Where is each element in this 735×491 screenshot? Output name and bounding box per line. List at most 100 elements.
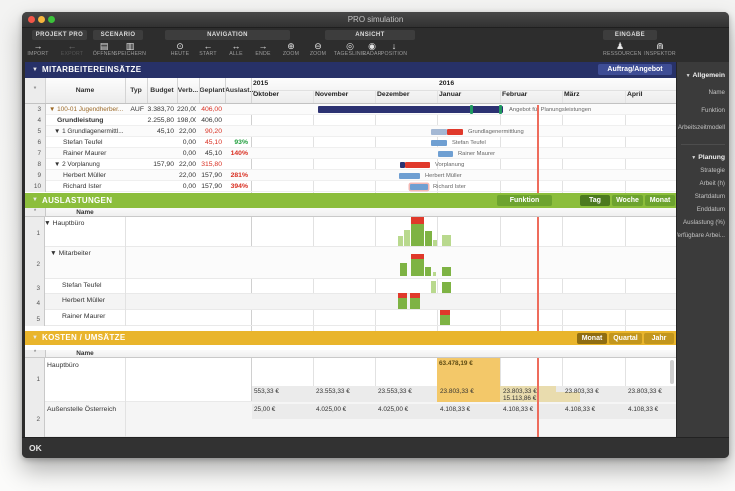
toolbar-button-alle[interactable]: ↔ ALLE	[219, 41, 253, 61]
period-button-monat[interactable]: Monat	[577, 332, 607, 344]
toolbar-button-inspektor[interactable]: ⋒ INSPEKTOR	[643, 41, 677, 61]
toolbar-button-start[interactable]: ← START	[191, 41, 225, 61]
resources-person-icon: ♟	[615, 41, 625, 51]
toolbar-button-ende[interactable]: → ENDE	[246, 41, 280, 61]
row-value: 22,00	[178, 161, 196, 168]
toolbar-button-export[interactable]: ← EXPORT	[55, 41, 89, 61]
section-header-mitarbeitereinsaetze[interactable]: ▼ MITARBEITEREINSÄTZE Auftrag/Angebot	[25, 62, 676, 78]
view-button-tag[interactable]: Tag	[580, 195, 610, 206]
toolbar-button-ressourcen[interactable]: ♟ RESSOURCEN	[603, 41, 642, 61]
table-row[interactable]: 8 ▼ 2 Vorplanung 157,90 22,00 315,80	[25, 159, 676, 170]
row-number: 7	[25, 148, 46, 159]
gantt-bar[interactable]	[410, 183, 428, 190]
toolbar-button-import[interactable]: → IMPORT	[21, 41, 55, 61]
table-row[interactable]: 2 ▼ Mitarbeiter	[25, 247, 676, 279]
sidebar-section-title: Allgemein	[692, 72, 725, 79]
toolbar-button-tageslinie[interactable]: ◎ TAGESLINIE	[333, 41, 367, 61]
toolbar-button-label: SPEICHERN	[113, 51, 147, 57]
jump-end-icon: →	[258, 41, 268, 51]
column-header-verb[interactable]: Verb...	[177, 87, 199, 94]
table-header: * Name	[25, 208, 676, 217]
cost-value: 23.803,33 €	[440, 388, 474, 395]
table-row[interactable]: 9 Herbert Müller 22,00 157,90 281%	[25, 170, 676, 181]
row-number: 2	[25, 402, 45, 437]
toolbar-button-position[interactable]: ↓ POSITION	[377, 41, 411, 61]
column-separator	[251, 78, 252, 103]
gantt-bar-label: Richard Ister	[433, 184, 466, 190]
column-header-geplant[interactable]: Geplant	[199, 87, 225, 94]
row-name: ▼ Hauptbüro	[44, 220, 85, 227]
table-row[interactable]: 7 Rainer Maurer 0,00 45,10 140%	[25, 148, 676, 159]
toolbar-button-label: RESSOURCEN	[603, 51, 642, 57]
row-name: ▼ 1 Grundlagenermittl...	[54, 128, 124, 135]
sidebar-section-allgemein[interactable]: ▼ Allgemein	[686, 72, 725, 79]
row-number: 5	[25, 126, 46, 137]
gantt-bar-label: Herbert Müller	[425, 173, 462, 179]
column-header-budget[interactable]: Budget	[150, 87, 174, 94]
row-value	[225, 115, 248, 126]
position-icon: ↓	[391, 41, 397, 51]
collapse-triangle-icon: ▼	[32, 67, 38, 73]
section-header-kosten-umsaetze[interactable]: ▼ KOSTEN / UMSÄTZE Monat Quartal Jahr	[25, 331, 676, 345]
ok-button[interactable]: OK	[29, 443, 42, 453]
fit-all-icon: ↔	[231, 41, 241, 51]
gantt-bar[interactable]	[431, 128, 447, 135]
row-name: Rainer Maurer	[62, 313, 106, 320]
column-header-name[interactable]: Name	[75, 87, 95, 94]
column-separator	[125, 294, 126, 310]
table-row[interactable]: 4 Grundleistung 2.255,80 198,00 406,00	[25, 115, 676, 126]
view-button-monat[interactable]: Monat	[645, 195, 675, 206]
row-value: 0,00	[182, 139, 196, 146]
toolbar-button-öffnen[interactable]: ▤ ÖFFNEN	[87, 41, 121, 61]
view-button-woche[interactable]: Woche	[612, 195, 643, 206]
today-line	[537, 358, 539, 437]
section-header-auslastungen[interactable]: ▼ AUSLASTUNGEN Funktion Tag Woche Monat	[25, 193, 676, 208]
table-row[interactable]: 5 Rainer Maurer	[25, 310, 676, 326]
period-button-jahr[interactable]: Jahr	[644, 332, 674, 344]
view-button-funktion[interactable]: Funktion	[497, 195, 552, 206]
table-row[interactable]: 4 Herbert Müller	[25, 294, 676, 310]
table-row[interactable]: 10 Richard Ister 0,00 157,90 394%	[25, 181, 676, 192]
toolbar-button-radar[interactable]: ◉ RADAR	[355, 41, 389, 61]
sidebar-section-planung[interactable]: ▼ Planung	[691, 154, 725, 161]
table-row[interactable]: 3 Stefan Teufel	[25, 279, 676, 294]
toolbar-button-zoom[interactable]: ⊖ ZOOM	[301, 41, 335, 61]
toolbar-button-heute[interactable]: ⊙ HEUTE	[163, 41, 197, 61]
row-number: 10	[25, 181, 46, 192]
day-line-icon: ◎	[346, 41, 354, 51]
highlight-strip-tail	[556, 392, 580, 402]
period-button-quartal[interactable]: Quartal	[609, 332, 642, 344]
table-row[interactable]: 1 ▼ Hauptbüro	[25, 217, 676, 247]
table-row[interactable]: 5 ▼ 1 Grundlagenermittl... 45,10 22,00 90,20	[25, 126, 676, 137]
gantt-bar[interactable]	[400, 161, 405, 168]
month-gridline	[375, 90, 376, 103]
sidebar-field-label: Auslastung (%)	[683, 219, 725, 226]
toolbar-button-zoom[interactable]: ⊕ ZOOM	[274, 41, 308, 61]
column-separator	[125, 217, 126, 247]
column-header-auslast[interactable]: Auslast...	[225, 87, 256, 94]
gutter-header: *	[25, 78, 46, 103]
vertical-scrollbar-thumb[interactable]	[670, 360, 674, 384]
today-line	[537, 105, 539, 193]
table-row[interactable]: 6 Stefan Teufel 0,00 45,10 93%	[25, 137, 676, 148]
row-value	[147, 181, 174, 192]
histogram-rows: 1 ▼ Hauptbüro 2 ▼ Mitarbeiter 3 Stefan Teufel…	[25, 217, 676, 331]
toolbar: PROJEKT PRO → IMPORT ← EXPORT SCENARIO ▤ ÖFFNEN…	[22, 28, 729, 62]
gantt-bar[interactable]	[399, 172, 420, 179]
gantt-bar[interactable]	[438, 150, 453, 157]
gantt-bar[interactable]	[447, 128, 463, 135]
row-value: 157,90	[201, 183, 222, 190]
auftrag-angebot-button[interactable]: Auftrag/Angebot	[598, 64, 672, 75]
toolbar-button-label: RADAR	[362, 51, 382, 57]
toolbar-button-speichern[interactable]: ▥ SPEICHERN	[113, 41, 147, 61]
column-header-typ[interactable]: Typ	[130, 87, 142, 94]
close-window-icon[interactable]	[28, 16, 35, 23]
inspector-binoculars-icon: ⋒	[656, 41, 664, 51]
gantt-bar[interactable]	[405, 161, 430, 168]
minimize-window-icon[interactable]	[38, 16, 45, 23]
zoom-window-icon[interactable]	[48, 16, 55, 23]
gantt-bar[interactable]	[431, 139, 447, 146]
utilization-bar	[442, 282, 451, 293]
gantt-summary-bar[interactable]	[318, 106, 503, 113]
toolbar-button-label: EXPORT	[60, 51, 84, 57]
